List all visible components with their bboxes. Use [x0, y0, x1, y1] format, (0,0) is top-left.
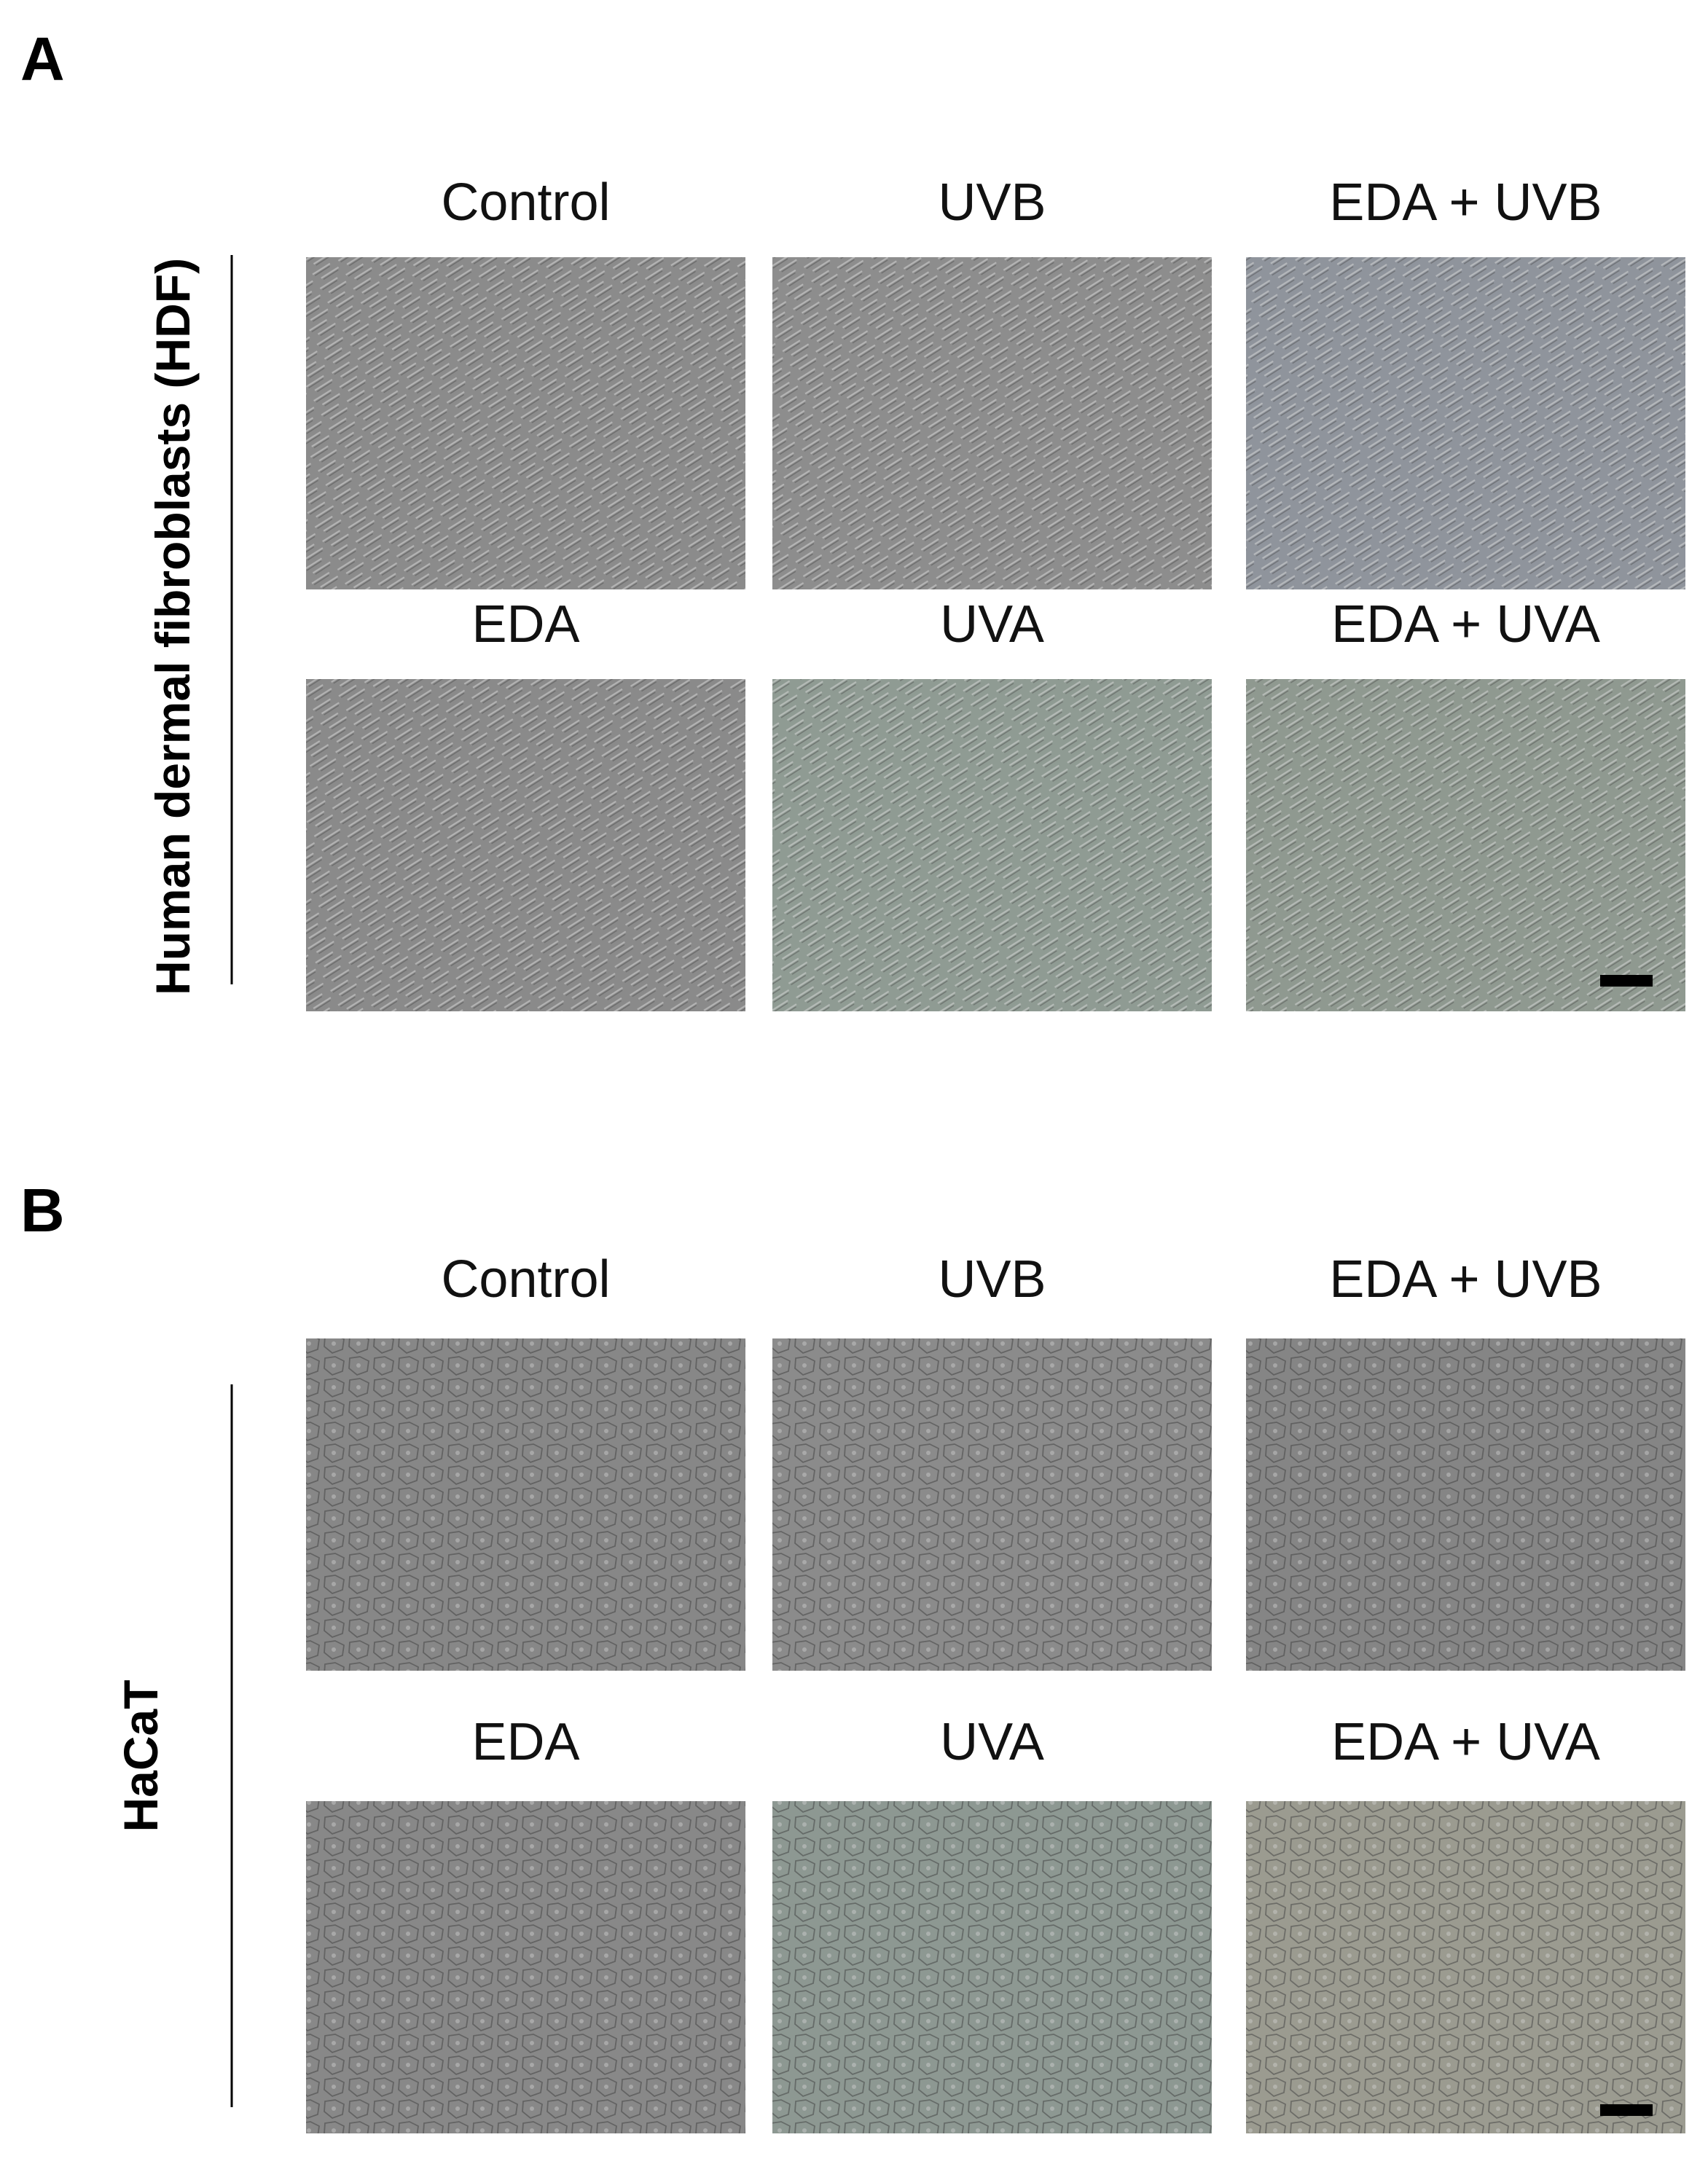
panel-letter: B	[20, 1176, 65, 1244]
micrograph-texture	[1246, 1338, 1685, 1671]
panel-letter: A	[20, 25, 65, 93]
micrograph-texture	[1246, 1801, 1685, 2133]
image-title: UVA	[940, 1713, 1044, 1771]
scale-bar	[1600, 2104, 1653, 2116]
row-label: HaCaT	[114, 1679, 168, 1832]
micrograph-texture	[772, 679, 1212, 1011]
image-title: EDA + UVB	[1329, 173, 1602, 232]
image-title: UVB	[938, 1250, 1046, 1309]
image-title: Control	[441, 173, 610, 232]
image-title: EDA + UVB	[1329, 1250, 1602, 1309]
micrograph-texture	[306, 257, 745, 589]
image-title: EDA	[471, 595, 579, 654]
image-title: Control	[441, 1250, 610, 1309]
image-title: EDA	[471, 1713, 579, 1771]
micrograph-texture	[306, 679, 745, 1011]
row-label: Human dermal fibroblasts (HDF)	[146, 258, 200, 995]
micrograph-texture	[306, 1338, 745, 1671]
micrograph-texture	[306, 1801, 745, 2133]
micrograph-texture	[1246, 679, 1685, 1011]
image-title: UVA	[940, 595, 1044, 654]
image-title: UVB	[938, 173, 1046, 232]
image-title: EDA + UVA	[1331, 595, 1600, 654]
micrograph-texture	[772, 1338, 1212, 1671]
scale-bar	[1600, 975, 1653, 987]
image-title: EDA + UVA	[1331, 1713, 1600, 1771]
micrograph-texture	[1246, 257, 1685, 589]
micrograph-texture	[772, 1801, 1212, 2133]
micrograph-texture	[772, 257, 1212, 589]
